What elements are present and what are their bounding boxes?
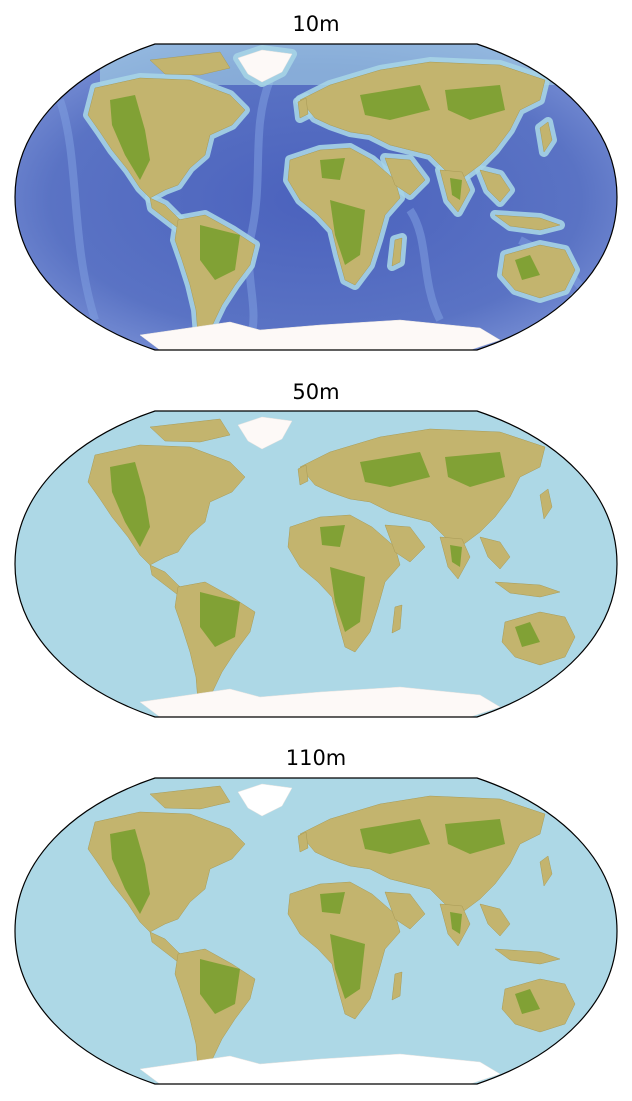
landmass-arctic: [149, 785, 231, 810]
lowland: [445, 85, 505, 120]
lowland: [360, 85, 430, 120]
landmass-japan: [539, 855, 553, 887]
landmass-antarctica: [139, 686, 501, 717]
landmass-japan: [539, 488, 553, 520]
landmass-indonesia: [494, 214, 561, 231]
landmass-nz: [569, 664, 583, 688]
landmass-seAsia: [479, 536, 511, 570]
lowland: [200, 225, 240, 280]
lowland: [450, 912, 462, 934]
landmass-antarctica: [139, 1053, 501, 1084]
lowland: [200, 592, 240, 647]
landmass-uk: [297, 464, 309, 486]
map-outline: [14, 43, 618, 351]
lowland: [330, 200, 365, 265]
lowland: [320, 525, 345, 547]
lowland: [330, 567, 365, 632]
landmass-madagascar: [391, 604, 403, 634]
landmass-nz: [569, 297, 583, 321]
map-outline: [14, 410, 618, 718]
landmass-arctic: [149, 418, 231, 443]
lowland: [320, 892, 345, 914]
lowland: [320, 158, 345, 180]
lowland: [450, 545, 462, 567]
continental-shelf: [565, 293, 587, 325]
landmass-greenland: [237, 783, 293, 817]
landmass-madagascar: [391, 971, 403, 1001]
landmass-arabia: [384, 524, 426, 563]
landmass-seAsia: [479, 169, 511, 203]
ocean-ridge: [56, 98, 99, 322]
world-map-10m: [14, 43, 618, 351]
lowland: [445, 452, 505, 487]
landmass-indonesia: [494, 948, 561, 965]
panel-title: 110m: [285, 746, 347, 770]
lowland: [360, 819, 430, 854]
lowland: [330, 934, 365, 999]
landmass-antarctica: [139, 319, 501, 350]
ocean-ridge: [406, 207, 444, 322]
lowland: [360, 452, 430, 487]
world-map-50m: [14, 410, 618, 718]
landmass-nz: [569, 1031, 583, 1055]
landmass-greenland: [237, 416, 293, 450]
landmass-indonesia: [494, 581, 561, 598]
lowland: [515, 989, 540, 1014]
panel-title: 50m: [292, 380, 340, 404]
world-map-110m: [14, 777, 618, 1085]
lowland: [450, 178, 462, 200]
landmass-arabia: [384, 157, 426, 196]
lowland: [110, 829, 150, 914]
lowland: [515, 255, 540, 280]
landmass-arctic: [149, 51, 231, 76]
landmass-uk: [297, 831, 309, 853]
landmass-arabia: [384, 891, 426, 930]
landmass-japan: [539, 121, 553, 153]
lowland: [110, 462, 150, 547]
lowland: [110, 95, 150, 180]
panel-title: 10m: [292, 12, 340, 36]
map-outline: [14, 777, 618, 1085]
landmass-seAsia: [479, 903, 511, 937]
landmass-greenland: [237, 49, 293, 83]
landmass-uk: [297, 97, 309, 119]
lowland: [200, 959, 240, 1014]
landmass-madagascar: [391, 237, 403, 267]
lowland: [445, 819, 505, 854]
lowland: [515, 622, 540, 647]
